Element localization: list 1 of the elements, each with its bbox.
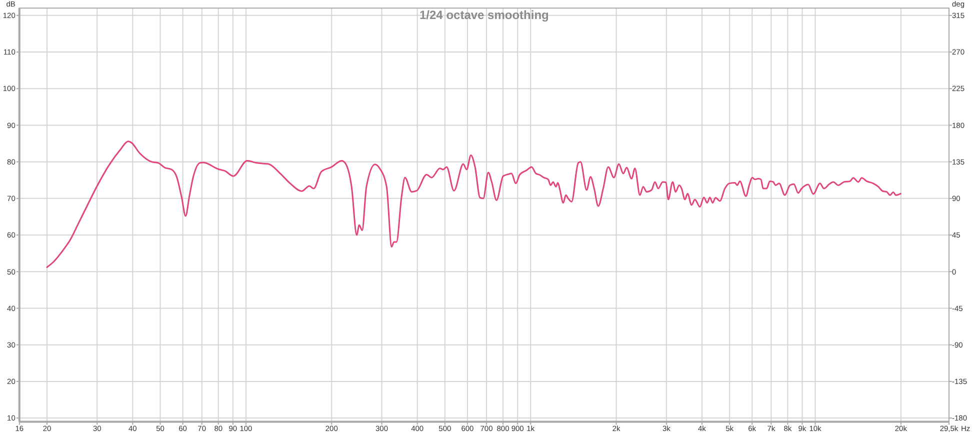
chart-title: 1/24 octave smoothing — [420, 8, 549, 22]
